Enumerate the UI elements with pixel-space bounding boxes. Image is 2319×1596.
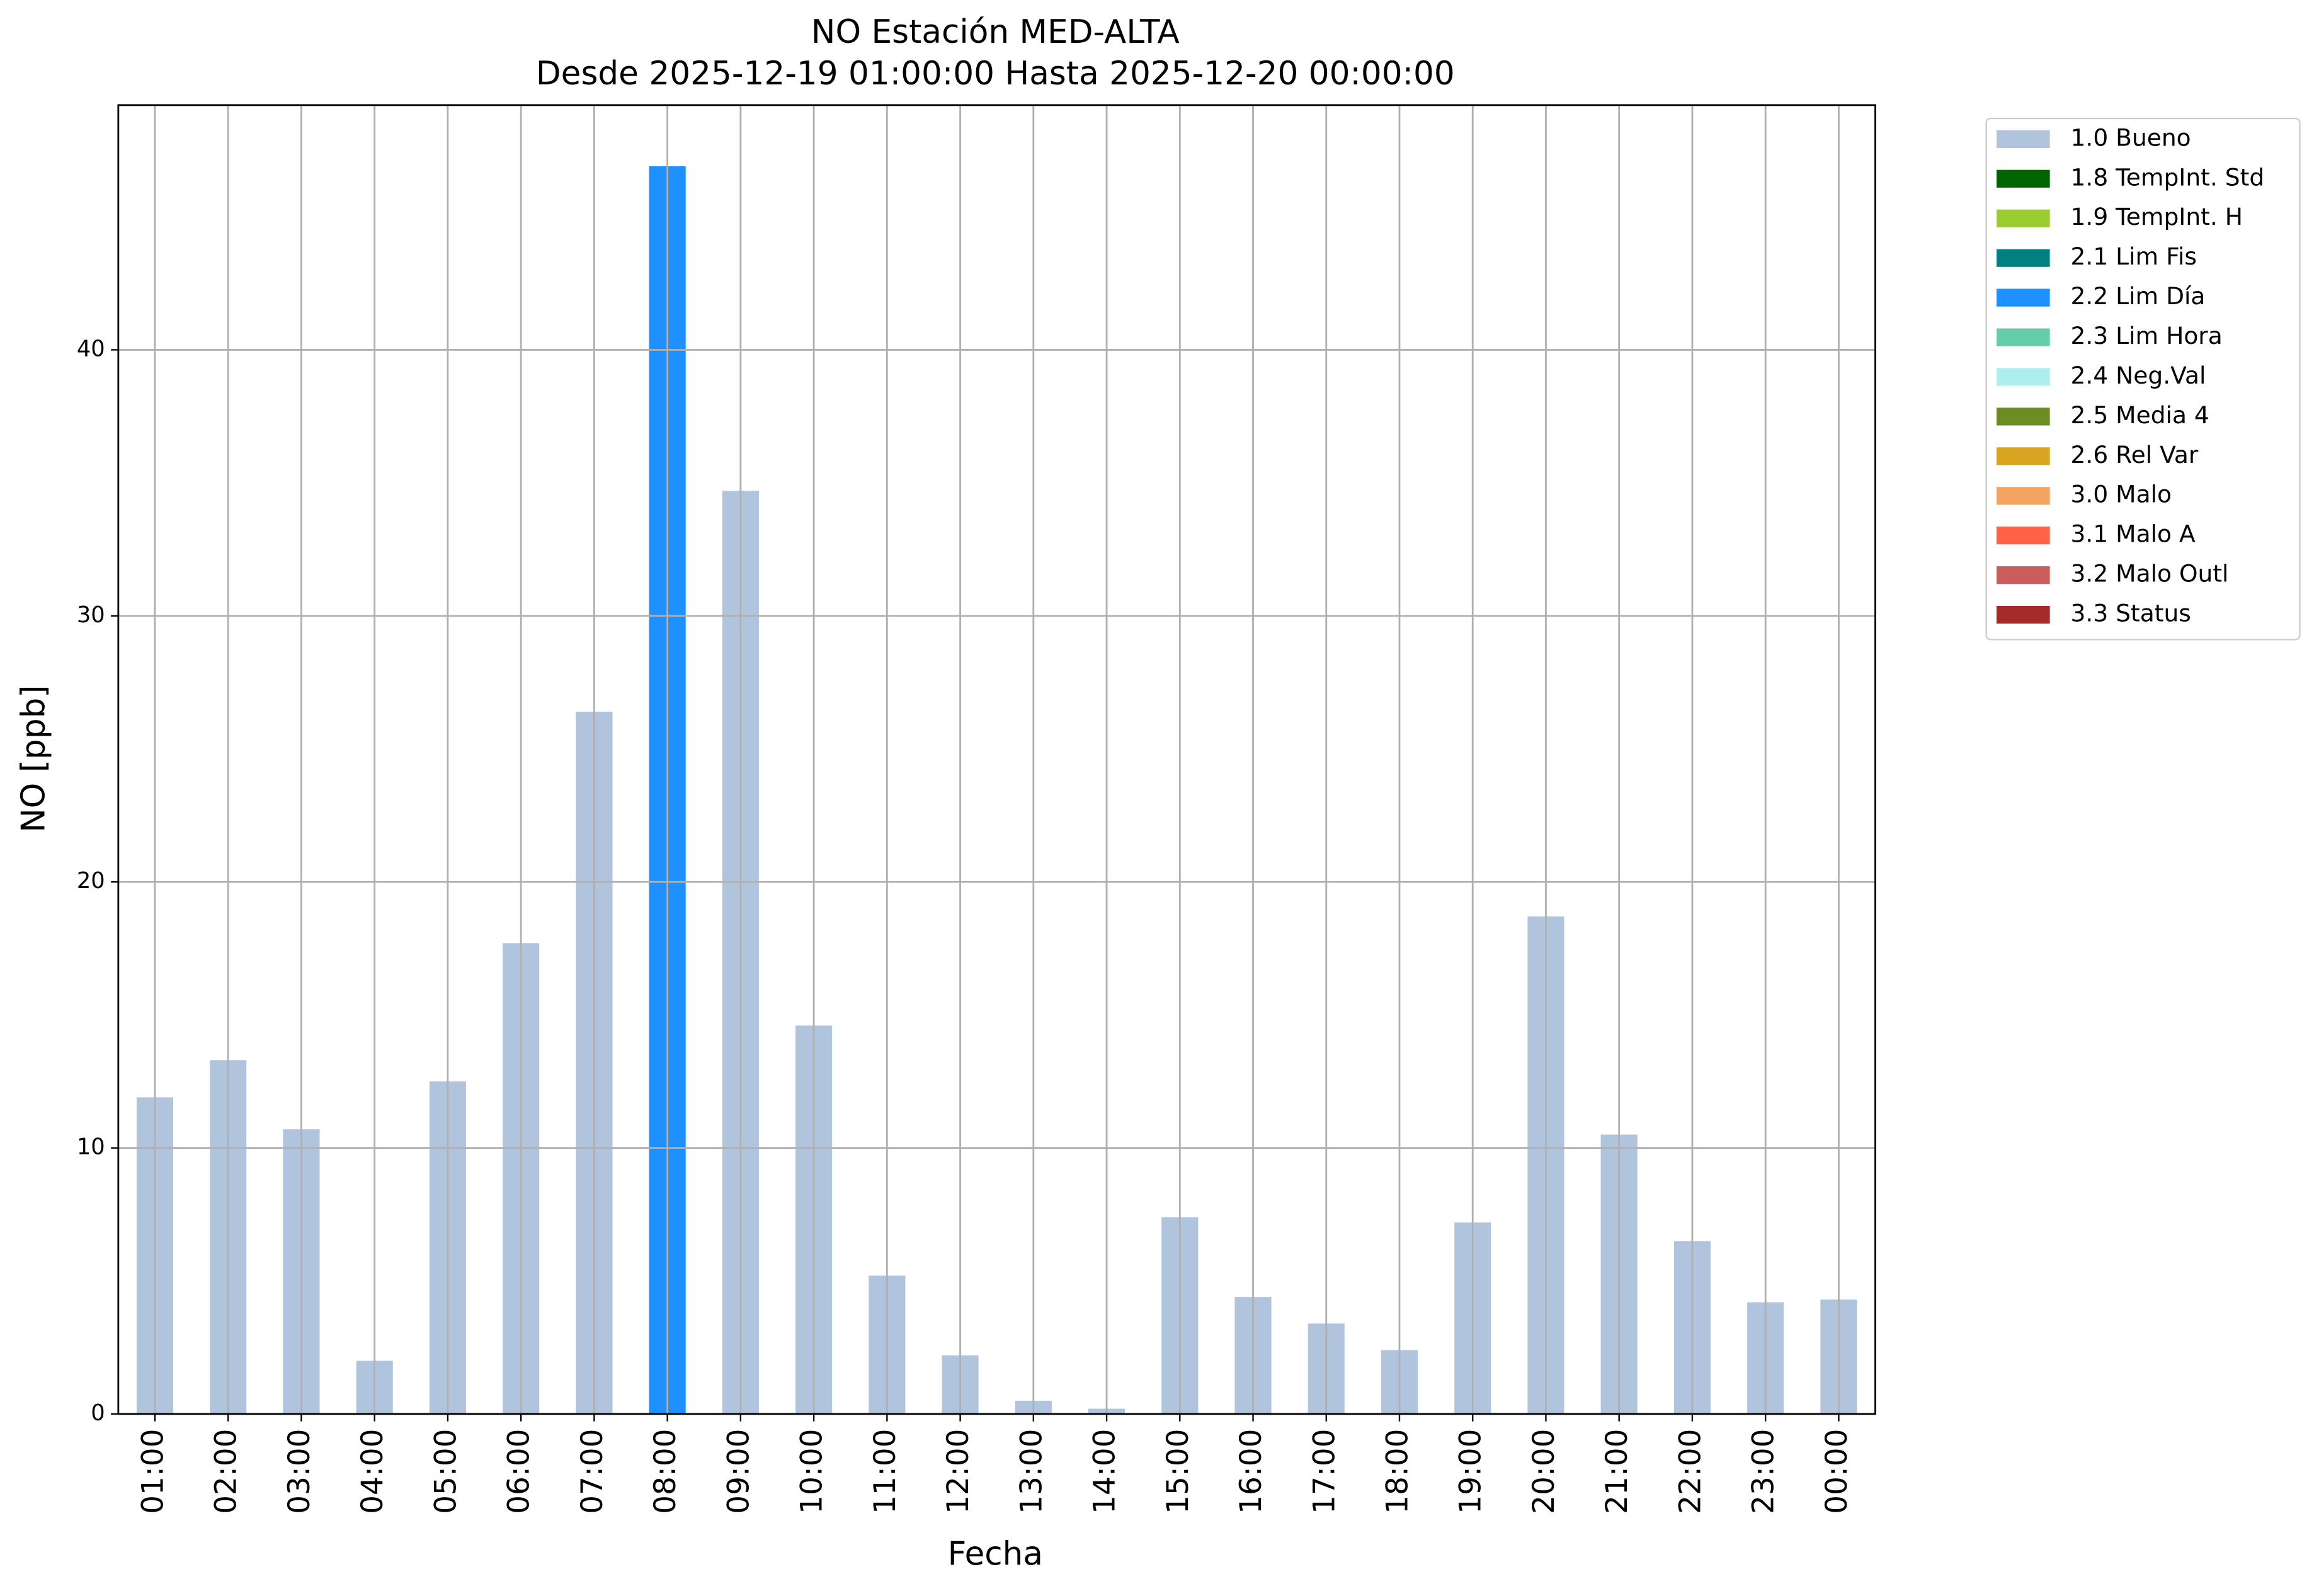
legend-swatch bbox=[1997, 169, 2050, 188]
x-tick-label: 11:00 bbox=[868, 1429, 903, 1514]
x-tick-label: 05:00 bbox=[428, 1429, 463, 1514]
x-tick-label: 12:00 bbox=[941, 1429, 976, 1514]
y-tick-label: 20 bbox=[77, 868, 105, 894]
y-axis-label: NO [ppb] bbox=[14, 685, 52, 833]
legend-swatch bbox=[1997, 288, 2050, 307]
x-tick-label: 21:00 bbox=[1600, 1429, 1634, 1514]
legend-swatch bbox=[1997, 408, 2050, 426]
chart-title: NO Estación MED-ALTA bbox=[811, 13, 1180, 51]
x-tick-label: 06:00 bbox=[502, 1429, 537, 1514]
legend-swatch bbox=[1997, 447, 2050, 465]
legend-swatch bbox=[1997, 328, 2050, 346]
legend-label: 2.6 Rel Var bbox=[2071, 441, 2199, 469]
legend-swatch bbox=[1997, 487, 2050, 505]
x-tick-label: 00:00 bbox=[1820, 1429, 1854, 1514]
x-tick-label: 07:00 bbox=[575, 1429, 610, 1514]
chart-subtitle: Desde 2025-12-19 01:00:00 Hasta 2025-12-… bbox=[536, 55, 1455, 93]
x-tick-label: 08:00 bbox=[648, 1429, 683, 1514]
legend-label: 2.5 Media 4 bbox=[2071, 401, 2209, 429]
legend-label: 3.3 Status bbox=[2071, 600, 2191, 627]
x-tick-label: 02:00 bbox=[209, 1429, 244, 1514]
legend-label: 2.3 Lim Hora bbox=[2071, 322, 2223, 350]
legend-label: 1.0 Bueno bbox=[2071, 123, 2191, 151]
x-tick-label: 13:00 bbox=[1014, 1429, 1049, 1514]
legend-label: 2.4 Neg.Val bbox=[2071, 362, 2206, 389]
x-tick-label: 09:00 bbox=[721, 1429, 756, 1514]
y-tick-label: 10 bbox=[77, 1134, 105, 1160]
x-axis-label: Fecha bbox=[948, 1535, 1043, 1573]
legend-label: 1.9 TempInt. H bbox=[2071, 203, 2243, 231]
x-tick-label: 20:00 bbox=[1527, 1429, 1561, 1514]
legend-swatch bbox=[1997, 249, 2050, 267]
x-tick-label: 04:00 bbox=[355, 1429, 390, 1514]
legend-label: 3.0 Malo bbox=[2071, 481, 2172, 508]
legend-swatch bbox=[1997, 605, 2050, 624]
legend-label: 2.2 Lim Día bbox=[2071, 282, 2206, 310]
plot-frame bbox=[117, 104, 1876, 1415]
x-tick-label: 16:00 bbox=[1234, 1429, 1268, 1514]
legend-label: 3.1 Malo A bbox=[2071, 520, 2196, 548]
x-tick-label: 10:00 bbox=[795, 1429, 829, 1514]
x-tick-label: 17:00 bbox=[1307, 1429, 1342, 1514]
x-tick-label: 03:00 bbox=[282, 1429, 317, 1514]
x-tick-label: 14:00 bbox=[1088, 1429, 1122, 1514]
legend-label: 2.1 Lim Fis bbox=[2071, 242, 2197, 270]
x-tick-label: 01:00 bbox=[135, 1429, 170, 1514]
y-tick-label: 30 bbox=[77, 602, 105, 628]
x-tick-label: 15:00 bbox=[1161, 1429, 1195, 1514]
legend-swatch bbox=[1997, 566, 2050, 584]
x-tick-label: 23:00 bbox=[1746, 1429, 1781, 1514]
legend-swatch bbox=[1997, 130, 2050, 148]
legend-swatch bbox=[1997, 209, 2050, 227]
y-tick-label: 40 bbox=[77, 336, 105, 362]
legend-box bbox=[1985, 117, 2301, 641]
legend-swatch bbox=[1997, 368, 2050, 386]
legend-label: 1.8 TempInt. Std bbox=[2071, 163, 2265, 191]
x-tick-label: 19:00 bbox=[1454, 1429, 1488, 1514]
y-tick-label: 0 bbox=[91, 1400, 105, 1426]
x-tick-label: 22:00 bbox=[1673, 1429, 1707, 1514]
legend-label: 3.2 Malo Outl bbox=[2071, 560, 2229, 588]
legend-swatch bbox=[1997, 527, 2050, 545]
x-tick-label: 18:00 bbox=[1380, 1429, 1415, 1514]
